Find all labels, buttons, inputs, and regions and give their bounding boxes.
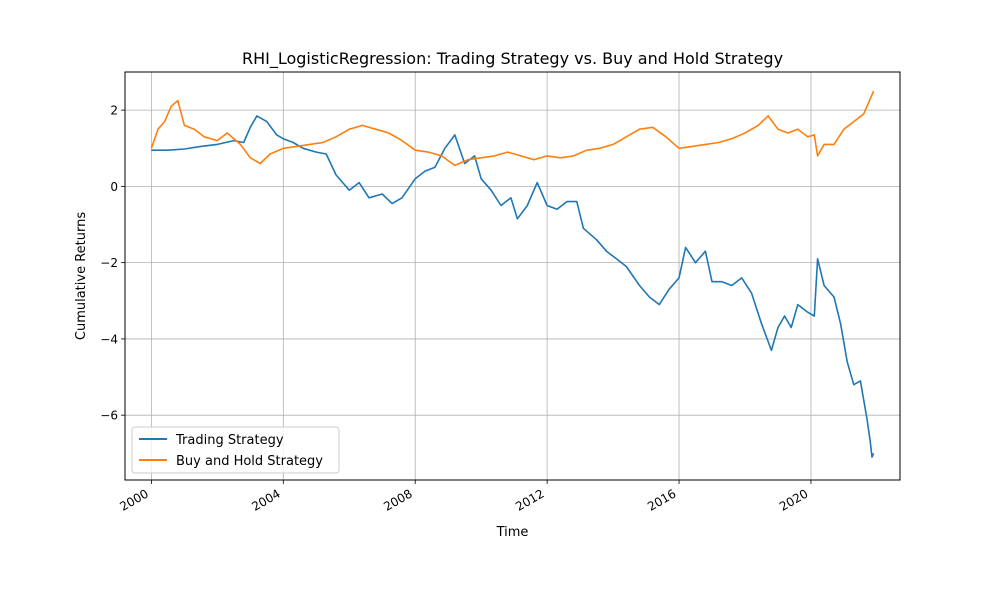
y-axis-label: Cumulative Returns (74, 212, 89, 340)
y-axis-ticks: 2 0 −2 −4 −6 (100, 104, 125, 423)
legend-box (131, 426, 340, 474)
x-tick-label: 2000 (117, 486, 150, 513)
legend-label-buyhold: Buy and Hold Strategy (176, 454, 323, 469)
y-tick-label: −6 (100, 409, 118, 423)
y-tick-label: 2 (110, 104, 118, 118)
x-tick-label: 2008 (381, 486, 414, 513)
y-tick-label: 0 (110, 180, 118, 194)
y-tick-label: −2 (100, 256, 118, 270)
chart-title: RHI_LogisticRegression: Trading Strategy… (242, 49, 783, 69)
plot-frame (124, 71, 901, 481)
legend-label-trading: Trading Strategy (175, 433, 284, 448)
x-axis-ticks: 2000 2004 2008 2012 2016 2020 (117, 480, 812, 514)
series-line-trading-strategy (151, 115, 875, 458)
legend: Trading Strategy Buy and Hold Strategy (131, 426, 340, 474)
x-tick-label: 2020 (777, 486, 810, 513)
x-tick-label: 2012 (513, 486, 546, 513)
x-axis-label: Time (496, 525, 529, 540)
grid (125, 72, 900, 480)
y-tick-label: −4 (100, 332, 118, 346)
series-line-buy-and-hold (150, 90, 875, 167)
x-tick-label: 2016 (645, 486, 678, 513)
series-layer (150, 90, 875, 458)
x-tick-label: 2004 (249, 486, 282, 513)
